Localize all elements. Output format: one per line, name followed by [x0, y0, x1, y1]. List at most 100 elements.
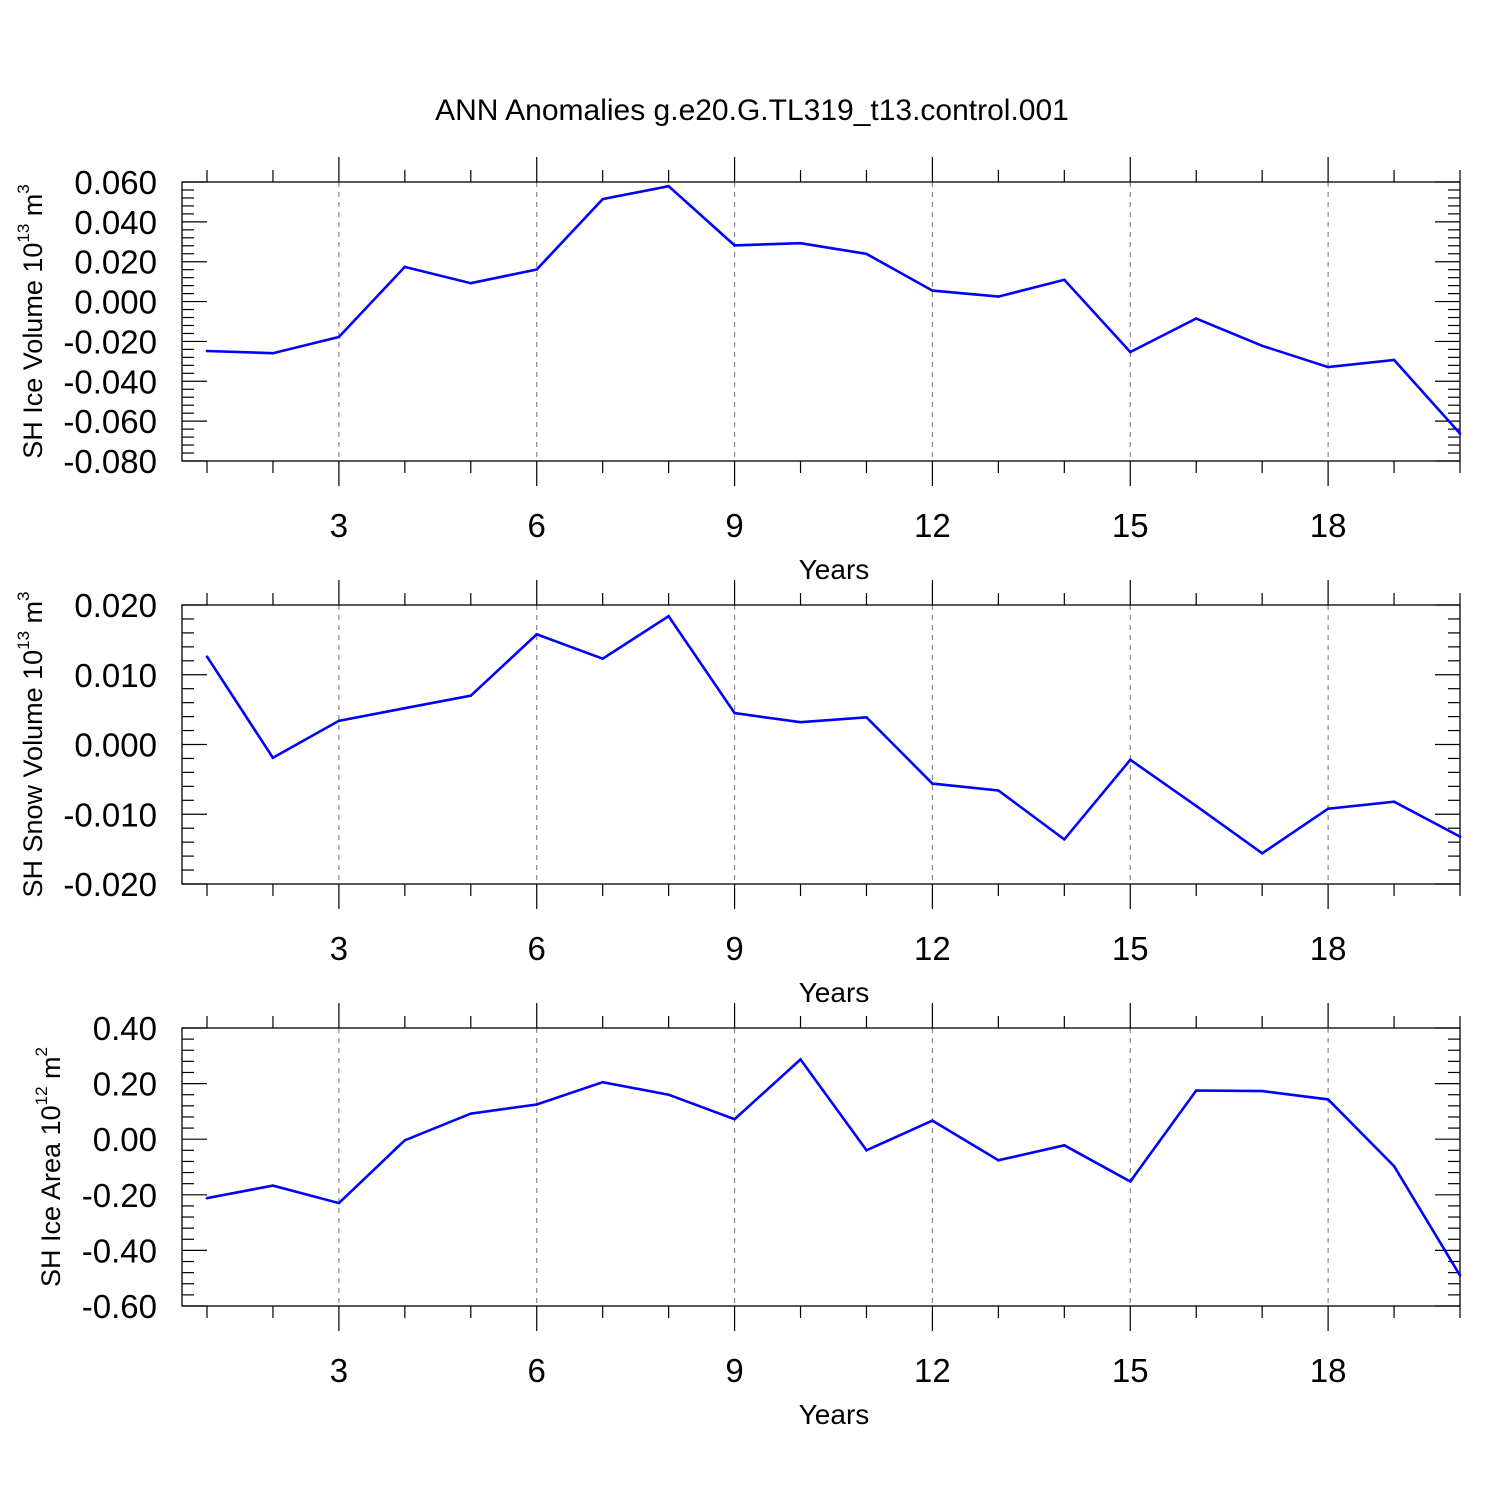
data-point — [1128, 350, 1132, 354]
x-tick-label: 3 — [330, 1352, 348, 1389]
y-tick-label: -0.60 — [82, 1288, 157, 1325]
x-tick-label: 15 — [1112, 930, 1149, 967]
x-tick-label: 18 — [1310, 1352, 1347, 1389]
plot-frame — [181, 1027, 1461, 1307]
data-point — [271, 351, 275, 355]
data-point — [1458, 432, 1462, 435]
data-point — [1260, 1089, 1264, 1093]
y-axis-label: SH Ice Volume 1013 m3 — [14, 184, 48, 459]
y-tick-label: -0.40 — [82, 1232, 157, 1269]
data-point — [337, 1201, 341, 1205]
data-point — [865, 252, 868, 256]
x-tick-label: 15 — [1112, 1352, 1149, 1389]
data-point — [1260, 852, 1264, 855]
data-point — [799, 1058, 802, 1061]
data-point — [1392, 1164, 1396, 1168]
x-tick-label: 3 — [330, 930, 348, 967]
data-point — [535, 268, 539, 271]
panel-snow-volume: -0.020 -0.010 0.000 0.010 0.020 3 6 9 12 15 18 Year… — [14, 580, 1462, 1008]
y-tick-label: 0.000 — [74, 727, 157, 764]
y-tick-label: 0.040 — [74, 204, 157, 241]
data-point — [535, 632, 539, 636]
x-tick-label: 3 — [330, 507, 348, 544]
figure-title: ANN Anomalies g.e20.G.TL319_t13.control.… — [435, 94, 1069, 127]
y-axis-label: SH Ice Area 1012 m2 — [32, 1047, 66, 1287]
data-point — [1458, 1274, 1462, 1277]
y-tick-label: 0.20 — [93, 1066, 157, 1103]
data-point — [1063, 838, 1066, 841]
series-line — [205, 614, 1461, 855]
data-point — [601, 197, 604, 201]
y-label-exponent: 12 — [32, 1086, 51, 1105]
x-tick-label: 18 — [1310, 930, 1347, 967]
data-point — [667, 184, 670, 188]
x-tick-label: 12 — [914, 930, 951, 967]
x-tick-label: 6 — [528, 507, 546, 544]
x-tick-label: 12 — [914, 507, 951, 544]
data-point — [535, 1103, 539, 1106]
data-point — [205, 655, 209, 658]
data-point — [469, 281, 473, 285]
data-point — [931, 782, 934, 785]
data-point — [403, 1139, 407, 1142]
y-label-unit: m — [36, 1056, 66, 1086]
data-point — [403, 265, 407, 269]
y-tick-label: 0.020 — [74, 244, 157, 281]
data-point — [1392, 358, 1396, 362]
x-tick-label: 15 — [1112, 507, 1149, 544]
y-label-unit: m — [18, 194, 48, 224]
data-point — [1063, 278, 1066, 282]
data-point — [337, 719, 341, 723]
x-axis-label: Years — [799, 554, 870, 585]
y-tick-label: 0.000 — [74, 284, 157, 321]
data-point — [997, 1159, 1000, 1162]
data-point — [667, 614, 670, 618]
y-label-unit-exponent: 2 — [32, 1047, 51, 1056]
y-tick-label: 0.020 — [74, 587, 157, 624]
data-point — [1458, 835, 1462, 838]
data-point — [667, 1093, 670, 1097]
data-point — [997, 295, 1000, 298]
data-point — [601, 1080, 604, 1084]
data-point — [1326, 365, 1330, 369]
y-tick-label: -0.20 — [82, 1177, 157, 1214]
y-tick-label: -0.080 — [63, 443, 157, 480]
y-label-unit-exponent: 3 — [14, 591, 33, 600]
data-point — [205, 1196, 209, 1200]
data-point — [469, 1112, 473, 1115]
data-point — [1063, 1144, 1066, 1147]
plot-frame — [181, 604, 1461, 885]
data-point — [1260, 344, 1264, 348]
y-tick-label: -0.040 — [63, 363, 157, 400]
data-point — [403, 706, 407, 710]
y-axis-label: SH Snow Volume 1013 m3 — [14, 591, 48, 897]
data-point — [601, 657, 604, 661]
x-tick-label: 9 — [725, 1352, 743, 1389]
data-point — [1392, 800, 1396, 803]
x-tick-label: 18 — [1310, 507, 1347, 544]
x-tick-label: 12 — [914, 1352, 951, 1389]
series-line — [206, 1057, 1462, 1277]
series-line — [206, 184, 1461, 435]
data-point — [931, 289, 934, 292]
data-point — [865, 715, 868, 719]
panel-ice-area: -0.60 -0.40 -0.20 0.00 0.20 0.40 3 6 9 12 15 18 Year… — [32, 1003, 1462, 1430]
x-tick-label: 9 — [725, 507, 743, 544]
y-tick-label: 0.00 — [93, 1121, 157, 1158]
plot-frame — [181, 181, 1461, 462]
data-point — [931, 1119, 934, 1122]
y-tick-label: 0.060 — [74, 164, 157, 201]
data-point — [271, 1184, 275, 1187]
x-tick-label: 9 — [725, 930, 743, 967]
data-point — [1326, 1098, 1330, 1101]
y-label-text: SH Snow Volume 10 — [18, 650, 48, 898]
data-point — [733, 1117, 736, 1121]
data-point — [1326, 807, 1330, 810]
data-point — [1194, 317, 1198, 320]
data-point — [1194, 804, 1198, 808]
y-label-text: SH Ice Volume 10 — [18, 243, 48, 459]
y-tick-label: -0.060 — [63, 403, 157, 440]
data-point — [337, 335, 341, 339]
data-point — [1128, 1180, 1132, 1183]
